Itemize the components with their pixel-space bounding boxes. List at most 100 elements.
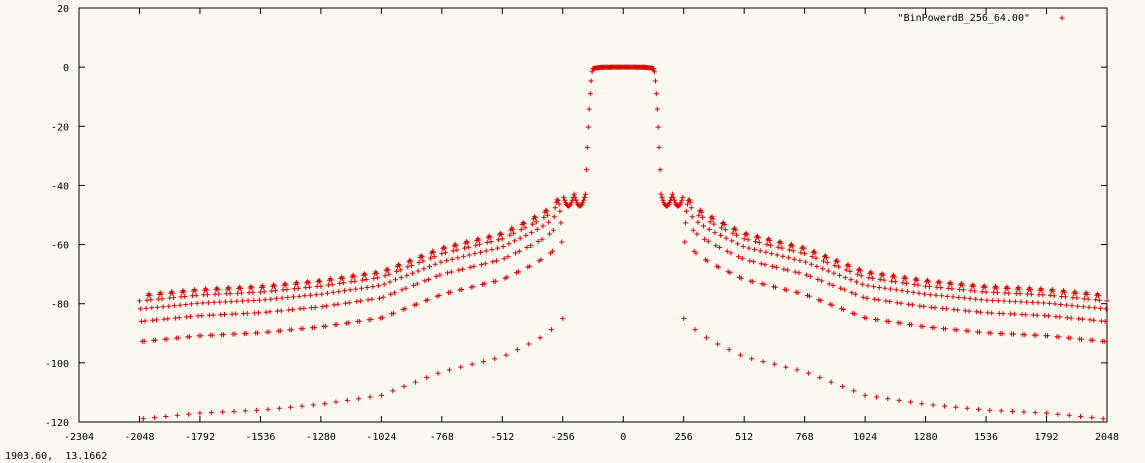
- data-point: [724, 248, 730, 254]
- data-point: [1096, 297, 1102, 303]
- data-point: [426, 277, 432, 282]
- data-point: [1091, 317, 1097, 323]
- data-point: [932, 305, 938, 311]
- x-tick-label: 1536: [974, 432, 998, 443]
- data-point: [174, 412, 180, 418]
- data-point: [335, 301, 341, 307]
- data-point: [897, 320, 903, 326]
- data-point: [866, 275, 872, 281]
- x-tick-label: 1280: [914, 432, 938, 443]
- data-point: [568, 200, 574, 206]
- data-point: [524, 245, 530, 250]
- data-point: [380, 294, 386, 300]
- x-tick-label: -2048: [124, 432, 154, 443]
- data-point: [329, 282, 335, 287]
- data-point: [520, 220, 526, 226]
- data-point: [900, 280, 906, 286]
- data-point: [694, 231, 700, 237]
- data-point: [254, 407, 260, 413]
- data-point: [394, 268, 399, 274]
- x-tick-label: -768: [430, 432, 454, 443]
- data-point: [944, 293, 950, 299]
- data-point: [1034, 312, 1040, 318]
- data-point: [278, 308, 284, 314]
- data-point: [528, 243, 534, 249]
- data-point: [908, 322, 914, 328]
- data-point: [702, 236, 707, 242]
- data-point: [436, 293, 442, 298]
- data-point: [764, 241, 770, 247]
- data-point: [481, 281, 487, 287]
- data-point: [1074, 295, 1080, 301]
- data-point: [344, 397, 350, 403]
- data-point: [510, 226, 516, 232]
- data-point: [483, 248, 489, 254]
- data-point: [382, 273, 388, 279]
- data-point: [688, 205, 694, 211]
- data-point: [1032, 410, 1038, 416]
- data-point: [818, 298, 824, 304]
- data-point: [352, 278, 358, 284]
- data-point: [211, 299, 217, 305]
- x-tick-label: -256: [551, 432, 575, 443]
- data-point: [357, 318, 363, 324]
- data-point: [789, 243, 795, 249]
- data-points: [137, 64, 1110, 422]
- data-point: [209, 332, 215, 338]
- data-point: [142, 318, 148, 324]
- data-point: [393, 277, 398, 283]
- data-point: [814, 264, 820, 269]
- x-tick-label: 768: [796, 432, 814, 443]
- data-point: [859, 281, 865, 287]
- data-point: [279, 295, 285, 301]
- data-point: [231, 409, 237, 414]
- data-point: [364, 285, 370, 290]
- data-point: [217, 299, 223, 305]
- data-point: [484, 240, 490, 245]
- data-point: [233, 311, 239, 317]
- data-point: [318, 283, 324, 289]
- data-point: [857, 268, 863, 274]
- data-point: [356, 396, 362, 402]
- data-point: [526, 341, 532, 347]
- data-point: [216, 291, 222, 297]
- data-point: [705, 238, 711, 244]
- data-point: [853, 291, 859, 297]
- data-point: [678, 200, 684, 206]
- data-point: [1001, 298, 1007, 304]
- data-point: [455, 255, 461, 261]
- data-point: [447, 289, 453, 295]
- data-point: [939, 293, 945, 299]
- data-point: [438, 259, 444, 265]
- data-point: [730, 230, 736, 236]
- data-point: [204, 287, 210, 293]
- data-point: [137, 306, 143, 312]
- data-point: [726, 347, 732, 353]
- data-point: [1041, 300, 1047, 306]
- data-point: [847, 268, 853, 274]
- y-tick-label: -120: [45, 418, 69, 429]
- data-point: [999, 331, 1005, 337]
- data-point: [367, 394, 373, 400]
- data-point: [817, 375, 823, 381]
- data-point: [696, 212, 702, 218]
- data-point: [158, 291, 164, 297]
- data-point: [1063, 302, 1069, 308]
- data-point: [160, 304, 166, 310]
- data-point: [276, 405, 282, 411]
- data-point: [790, 248, 796, 254]
- data-point: [535, 238, 541, 244]
- data-point: [786, 255, 792, 261]
- data-point: [860, 294, 866, 300]
- data-point: [416, 260, 422, 265]
- data-point: [425, 297, 431, 303]
- data-point: [655, 124, 661, 130]
- data-point: [809, 254, 815, 260]
- data-point: [137, 298, 142, 304]
- data-point: [187, 334, 192, 340]
- data-point: [398, 275, 404, 281]
- data-point: [465, 244, 471, 250]
- data-point: [707, 219, 713, 225]
- data-point: [351, 274, 357, 280]
